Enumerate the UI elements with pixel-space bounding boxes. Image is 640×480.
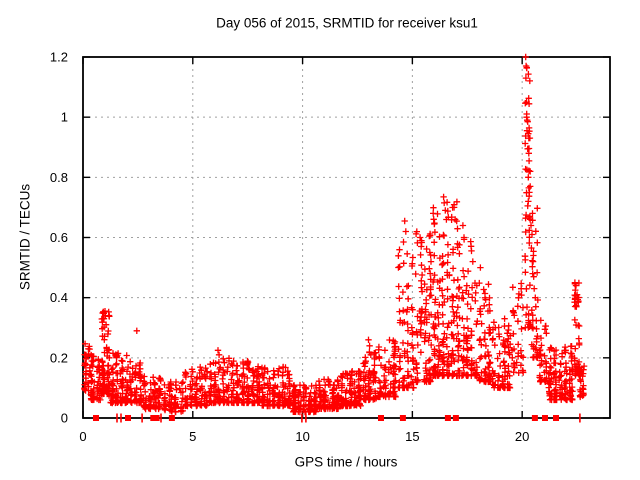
y-tick-label: 0 [61, 411, 68, 426]
x-tick-label: 15 [405, 429, 419, 444]
y-axis-label: SRMTID / TECUs [17, 183, 33, 291]
y-tick-label: 1.2 [50, 50, 68, 65]
x-tick-label: 10 [295, 429, 309, 444]
x-axis-label: GPS time / hours [294, 454, 398, 470]
x-tick-label: 5 [189, 429, 196, 444]
y-tick-label: 0.2 [50, 350, 68, 365]
y-tick-label: 0.6 [50, 230, 68, 245]
y-tick-label: 0.4 [50, 290, 68, 305]
y-tick-label: 0.8 [50, 170, 68, 185]
zero-value-markers [93, 413, 581, 423]
x-tick-label: 20 [515, 429, 529, 444]
y-tick-label: 1 [61, 110, 68, 125]
scatter-points [81, 53, 588, 416]
chart-title: Day 056 of 2015, SRMTID for receiver ksu… [216, 15, 478, 31]
x-tick-label: 0 [79, 429, 86, 444]
